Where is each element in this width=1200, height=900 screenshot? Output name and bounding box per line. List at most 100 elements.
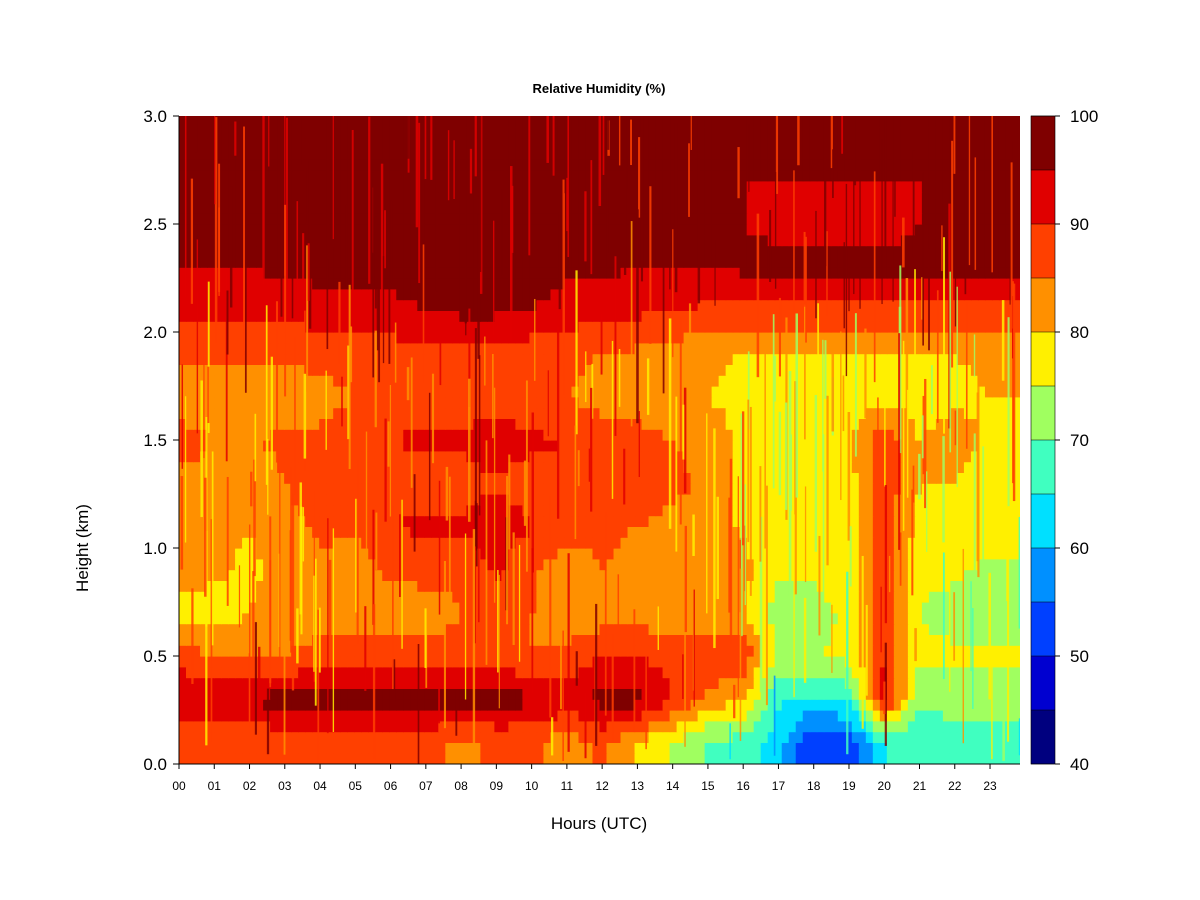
heatmap-cell [711,418,720,430]
heatmap-cell [872,461,881,473]
heatmap-cell [725,483,734,495]
heatmap-cell [599,731,608,743]
heatmap-cell [928,742,937,754]
heatmap-cell [907,753,916,764]
heatmap-cell [816,731,825,743]
heatmap-cell [802,677,811,689]
heatmap-cell [858,461,867,473]
heatmap-cell [942,526,951,538]
heatmap-cell [865,472,874,484]
heatmap-cell [424,321,432,333]
heatmap-cell [914,418,923,430]
heatmap-cell [417,634,425,646]
heatmap-cell [949,396,958,409]
heatmap-cell [550,418,559,430]
heatmap-cell [438,666,446,679]
heatmap-cell [375,429,383,441]
heatmap-cell [753,440,762,452]
heatmap-cell [837,332,846,344]
heatmap-cell [788,753,797,764]
heatmap-cell [879,753,888,764]
heatmap-cell [417,375,425,387]
heatmap-cell [655,591,664,603]
heatmap-cell [480,504,488,517]
heatmap-cell [774,612,783,625]
heatmap-cell [879,364,888,376]
heatmap-cell [501,548,509,560]
heatmap-cell [851,612,860,625]
heatmap-cell [620,504,629,517]
heatmap-cell [1005,720,1014,733]
heatmap-cell [844,645,853,657]
heatmap-cell [851,688,860,700]
heatmap-cell [725,332,734,344]
heatmap-cell [858,548,867,560]
heatmap-cell [893,321,902,333]
heatmap-cell [963,677,972,689]
heatmap-cell [340,418,348,430]
heatmap-cell [480,310,488,322]
heatmap-cell [585,342,594,355]
heatmap-cell [424,548,432,560]
heatmap-cell [319,440,327,452]
heatmap-cell [704,332,713,344]
heatmap-cell [725,710,734,722]
heatmap-cell [375,645,383,657]
heatmap-cell [718,461,727,473]
heatmap-cell [291,645,299,657]
heatmap-cell [333,602,341,614]
heatmap-cell [613,612,622,625]
heatmap-cell [424,634,432,646]
heatmap-cell [970,677,979,689]
heatmap-cell [368,677,376,689]
heatmap-cell [662,440,671,452]
heatmap-cell [193,710,201,722]
heatmap-cell [396,699,404,711]
heatmap-cell [347,720,355,733]
heatmap-cell [193,753,201,764]
heatmap-cell [718,677,727,689]
heatmap-cell [466,666,474,679]
heatmap-cell [333,407,341,419]
heatmap-cell [606,472,615,484]
heatmap-cell [361,386,369,398]
heatmap-cell [956,472,965,484]
heatmap-cell [459,569,467,581]
heatmap-cell [424,515,432,527]
heatmap-cell [326,731,334,743]
heatmap-cell [851,558,860,571]
heatmap-cell [298,731,306,743]
heatmap-cell [963,591,972,603]
heatmap-cell [501,375,509,387]
heatmap-cell [732,504,741,517]
heatmap-cell [1005,710,1014,722]
heatmap-cell [718,656,727,668]
heatmap-cell [830,472,839,484]
heatmap-cell [690,569,699,581]
heatmap-cell [942,386,951,398]
heatmap-cell [585,699,594,711]
heatmap-cell [326,710,334,722]
heatmap-cell [270,688,278,700]
heatmap-cell [270,353,278,365]
heatmap-cell [550,602,559,614]
heatmap-cell [242,461,250,473]
heatmap-cell [347,407,355,419]
heatmap-cell [956,569,965,581]
heatmap-cell [501,612,509,625]
heatmap-cell [802,483,811,495]
heatmap-cell [550,537,559,549]
heatmap-cell [725,342,734,355]
heatmap-cell [396,612,404,625]
heatmap-cell [277,677,285,689]
heatmap-cell [466,677,474,689]
heatmap-cell [564,364,573,376]
heatmap-cell [487,440,495,452]
heatmap-cell [207,310,215,322]
heatmap-cell [249,537,257,549]
heatmap-cell [648,353,657,365]
heatmap-cell [382,537,390,549]
heatmap-cell [319,364,327,376]
heatmap-cell [746,710,755,722]
heatmap-cell [802,569,811,581]
